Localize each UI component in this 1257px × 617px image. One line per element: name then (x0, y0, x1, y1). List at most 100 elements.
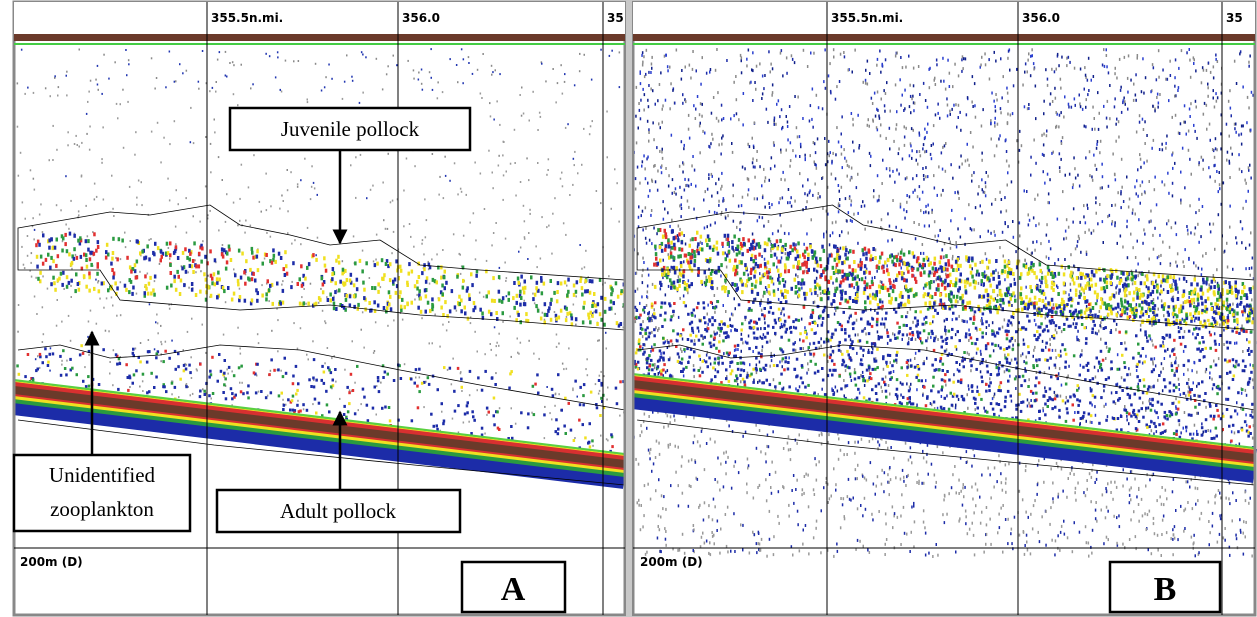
echo-speck (813, 279, 817, 284)
echo-speck (1033, 138, 1035, 142)
echo-speck (387, 324, 389, 327)
echo-speck (1111, 220, 1114, 224)
echo-speck (740, 220, 742, 224)
echo-speck (711, 132, 713, 136)
echo-speck (134, 153, 136, 156)
echo-speck (351, 340, 353, 343)
echo-speck (249, 224, 252, 227)
echo-speck (1154, 175, 1156, 179)
echo-speck (812, 193, 814, 197)
echo-speck (750, 242, 753, 247)
echo-speck (384, 227, 387, 230)
echo-speck (162, 383, 165, 387)
echo-speck (311, 165, 313, 168)
echo-speck (668, 174, 670, 178)
echo-speck (453, 305, 457, 310)
echo-speck (904, 216, 906, 220)
echo-speck (165, 251, 168, 256)
echo-speck (1229, 225, 1231, 229)
echo-speck (912, 94, 914, 98)
echo-speck (306, 226, 309, 229)
echo-speck (431, 258, 433, 261)
echo-speck (954, 406, 957, 410)
echo-speck (355, 156, 357, 159)
echo-speck (261, 284, 263, 287)
echo-speck (84, 385, 88, 389)
echo-speck (906, 200, 908, 204)
echo-speck (1058, 113, 1061, 117)
echo-speck (1161, 180, 1163, 184)
echo-speck (91, 250, 94, 255)
echo-speck (903, 143, 906, 147)
echo-speck (832, 281, 834, 285)
echo-speck (778, 259, 782, 264)
echo-speck (814, 151, 817, 155)
echo-speck (276, 307, 278, 310)
echo-speck (927, 122, 929, 126)
echo-speck (431, 153, 434, 155)
echo-speck (868, 378, 870, 381)
echo-speck (492, 414, 495, 418)
echo-speck (651, 242, 653, 246)
echo-speck (119, 258, 122, 261)
echo-speck (757, 242, 761, 247)
echo-speck (201, 246, 204, 251)
echo-speck (793, 61, 796, 65)
echo-speck (889, 361, 891, 365)
echo-speck (168, 50, 171, 53)
echo-speck (549, 317, 553, 322)
echo-speck (1105, 48, 1107, 52)
echo-speck (932, 320, 934, 324)
echo-speck (937, 102, 939, 106)
echo-speck (820, 337, 822, 341)
echo-speck (26, 254, 29, 257)
echo-speck (699, 151, 701, 155)
echo-speck (1027, 223, 1030, 227)
echo-speck (1137, 168, 1139, 172)
echo-speck (236, 278, 240, 283)
echo-speck (683, 188, 686, 192)
echo-speck (608, 275, 610, 278)
echo-speck (532, 292, 534, 295)
echo-speck (533, 352, 535, 355)
echo-speck (758, 360, 761, 364)
echo-speck (733, 80, 735, 84)
echo-speck (395, 259, 398, 264)
echo-speck (1120, 157, 1123, 161)
echo-speck (740, 332, 743, 336)
echo-speck (164, 349, 167, 353)
echo-speck (859, 260, 861, 264)
echo-speck (453, 389, 456, 393)
echo-speck (680, 231, 684, 236)
echo-speck (1198, 209, 1200, 212)
echo-speck (769, 167, 772, 171)
echo-speck (603, 322, 606, 327)
echo-speck (888, 126, 891, 130)
echo-speck (1022, 338, 1025, 342)
echo-speck (1018, 259, 1021, 263)
echo-speck (784, 280, 787, 284)
echo-speck (1001, 230, 1004, 234)
echo-speck (1103, 389, 1105, 393)
echo-speck (957, 116, 959, 119)
echo-speck (63, 288, 65, 290)
echo-speck (671, 283, 675, 288)
echo-speck (661, 120, 663, 124)
echo-speck (490, 298, 494, 303)
echo-speck (109, 372, 111, 375)
echo-speck (433, 279, 437, 284)
echo-speck (469, 316, 472, 319)
echo-speck (582, 394, 585, 398)
echo-speck (383, 219, 385, 222)
echo-speck (345, 278, 349, 282)
echo-speck (781, 127, 783, 131)
echo-speck (1116, 117, 1118, 121)
echo-speck (214, 131, 216, 134)
echo-speck (504, 261, 506, 264)
echo-speck (223, 371, 226, 375)
echo-speck (360, 328, 362, 331)
echo-speck (1085, 98, 1087, 102)
echo-speck (573, 84, 576, 87)
echo-speck (831, 159, 833, 163)
echo-speck (111, 174, 113, 177)
